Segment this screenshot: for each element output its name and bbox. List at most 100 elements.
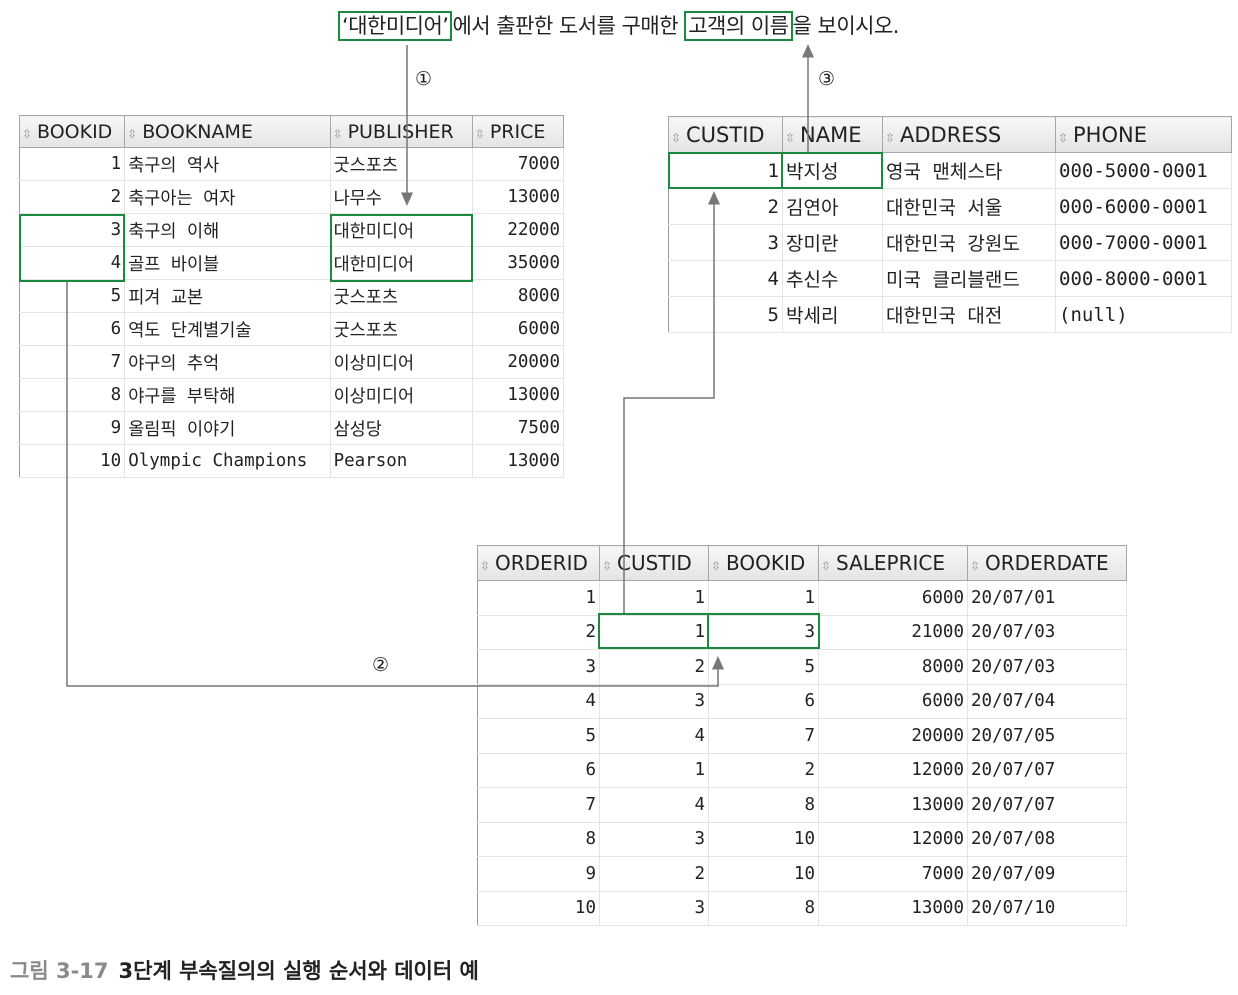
table-cell[interactable]: 2 [599, 649, 709, 685]
table-cell[interactable]: 3 [708, 615, 819, 650]
table-cell[interactable]: 영국 맨체스타 [882, 152, 1056, 189]
table-cell[interactable]: 올림픽 이야기 [124, 411, 331, 445]
column-header[interactable]: ⇳ ADDRESS [882, 116, 1056, 153]
table-cell[interactable]: 20/07/03 [967, 615, 1127, 650]
table-row[interactable]: 1 축구의 역사 굿스포츠 7000 [19, 147, 565, 181]
column-header[interactable]: ⇳ PUBLISHER [329, 115, 473, 148]
table-cell[interactable]: 축구의 이해 [124, 213, 331, 247]
table-row[interactable]: 4 골프 바이블 대한미디어 35000 [19, 246, 565, 280]
table-cell[interactable]: 6000 [818, 684, 968, 719]
column-header[interactable]: ⇳ BOOKID [708, 545, 819, 581]
table-cell[interactable]: 5 [477, 718, 600, 754]
sort-icon[interactable]: ⇳ [970, 559, 981, 573]
table-cell[interactable]: 삼성당 [330, 411, 473, 445]
column-header[interactable]: ⇳ BOOKID [18, 115, 126, 148]
table-cell[interactable]: 5 [668, 296, 783, 333]
sort-icon[interactable]: ⇳ [22, 126, 33, 141]
table-cell[interactable]: 13000 [818, 787, 968, 823]
table-cell[interactable]: 10 [708, 822, 819, 857]
table-cell[interactable]: 8 [708, 787, 819, 823]
table-row[interactable]: 2 김연아 대한민국 서울 000-6000-0001 [668, 188, 1232, 225]
table-cell[interactable]: 굿스포츠 [330, 279, 473, 313]
column-header[interactable]: ⇳ PRICE [471, 115, 565, 148]
table-cell[interactable]: Pearson [330, 444, 473, 478]
table-cell[interactable]: 1 [599, 580, 709, 616]
table-cell[interactable]: 2 [668, 188, 783, 225]
table-cell[interactable]: 13000 [472, 444, 565, 478]
table-cell[interactable]: 3 [599, 684, 709, 719]
table-cell[interactable]: 35000 [472, 246, 565, 280]
table-cell[interactable]: 9 [477, 856, 600, 892]
table-cell[interactable]: 4 [599, 718, 709, 754]
table-cell[interactable]: 3 [599, 891, 709, 926]
table-cell[interactable]: 7000 [818, 856, 968, 892]
table-cell[interactable]: 김연아 [782, 188, 883, 225]
table-cell[interactable]: 축구아는 여자 [124, 180, 331, 214]
table-cell[interactable]: 20/07/01 [967, 580, 1127, 616]
column-header[interactable]: ⇳ BOOKNAME [124, 115, 331, 148]
table-cell[interactable]: 야구의 추억 [124, 345, 331, 379]
table-cell[interactable]: 12000 [818, 822, 968, 857]
table-row[interactable]: 9 2 10 7000 20/07/09 [477, 856, 1127, 892]
table-cell[interactable]: 4 [599, 787, 709, 823]
table-row[interactable]: 7 4 8 13000 20/07/07 [477, 787, 1127, 823]
table-cell[interactable]: 13000 [472, 180, 565, 214]
sort-icon[interactable]: ⇳ [785, 130, 796, 145]
table-cell[interactable]: 2 [19, 180, 126, 214]
sort-icon[interactable]: ⇳ [821, 559, 832, 573]
column-header[interactable]: ⇳ PHONE [1055, 116, 1232, 153]
table-row[interactable]: 8 3 10 12000 20/07/08 [477, 822, 1127, 857]
table-cell[interactable]: 8000 [818, 649, 968, 685]
table-cell[interactable]: 3 [599, 822, 709, 857]
table-cell[interactable]: 1 [19, 147, 126, 181]
table-row[interactable]: 5 4 7 20000 20/07/05 [477, 718, 1127, 754]
table-cell[interactable]: 000-8000-0001 [1055, 260, 1232, 297]
table-cell[interactable]: 20/07/08 [967, 822, 1127, 857]
sort-icon[interactable]: ⇳ [332, 126, 343, 141]
table-row[interactable]: 6 1 2 12000 20/07/07 [477, 753, 1127, 788]
table-cell[interactable]: 5 [19, 279, 126, 313]
table-cell[interactable]: 골프 바이블 [124, 246, 331, 280]
table-cell[interactable]: 3 [668, 224, 783, 261]
table-cell[interactable]: 굿스포츠 [330, 312, 473, 346]
sort-icon[interactable]: ⇳ [1058, 130, 1069, 145]
table-cell[interactable]: 굿스포츠 [330, 147, 473, 181]
table-cell[interactable]: 20/07/03 [967, 649, 1127, 685]
table-cell[interactable]: 역도 단계별기술 [124, 312, 331, 346]
table-row[interactable]: 2 1 3 21000 20/07/03 [477, 615, 1127, 650]
sort-icon[interactable]: ⇳ [474, 126, 485, 141]
column-header[interactable]: ⇳ ORDERDATE [967, 545, 1127, 581]
table-cell[interactable]: 2 [708, 753, 819, 788]
table-cell[interactable]: 피겨 교본 [124, 279, 331, 313]
table-cell[interactable]: (null) [1055, 296, 1232, 333]
table-cell[interactable]: 4 [19, 246, 126, 280]
table-cell[interactable]: 7 [477, 787, 600, 823]
table-cell[interactable]: 8 [19, 378, 126, 412]
table-row[interactable]: 4 추신수 미국 클리블랜드 000-8000-0001 [668, 260, 1232, 297]
table-cell[interactable]: 6 [477, 753, 600, 788]
table-cell[interactable]: 22000 [472, 213, 565, 247]
table-cell[interactable]: 21000 [818, 615, 968, 650]
table-row[interactable]: 9 올림픽 이야기 삼성당 7500 [19, 411, 565, 445]
table-cell[interactable]: 야구를 부탁해 [124, 378, 331, 412]
table-cell[interactable]: 3 [477, 649, 600, 685]
table-cell[interactable]: 장미란 [782, 224, 883, 261]
table-cell[interactable]: 5 [708, 649, 819, 685]
table-cell[interactable]: 6 [19, 312, 126, 346]
column-header[interactable]: ⇳ CUSTID [599, 545, 709, 581]
table-cell[interactable]: 8000 [472, 279, 565, 313]
table-row[interactable]: 5 피겨 교본 굿스포츠 8000 [19, 279, 565, 313]
table-cell[interactable]: 미국 클리블랜드 [882, 260, 1056, 297]
table-cell[interactable]: 10 [708, 856, 819, 892]
table-cell[interactable]: 4 [477, 684, 600, 719]
table-cell[interactable]: 박세리 [782, 296, 883, 333]
table-cell[interactable]: 10 [477, 891, 600, 926]
column-header[interactable]: ⇳ CUSTID [668, 116, 783, 153]
table-cell[interactable]: 20000 [472, 345, 565, 379]
table-cell[interactable]: 대한민국 대전 [882, 296, 1056, 333]
table-cell[interactable]: 4 [668, 260, 783, 297]
table-cell[interactable]: 8 [708, 891, 819, 926]
table-cell[interactable]: 대한미디어 [330, 213, 473, 247]
table-cell[interactable]: 13000 [818, 891, 968, 926]
table-cell[interactable]: 박지성 [782, 152, 883, 189]
